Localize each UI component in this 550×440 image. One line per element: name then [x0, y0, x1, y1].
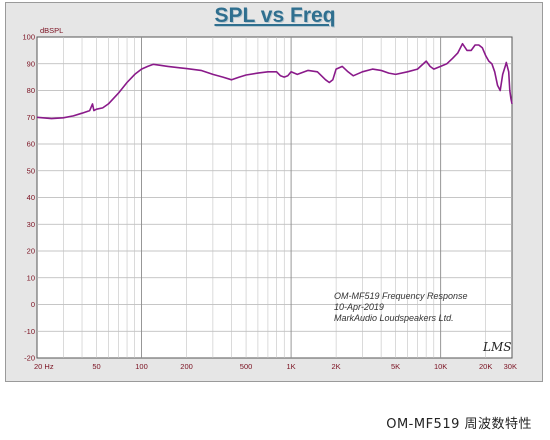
- x-tick-label: 1K: [286, 362, 295, 371]
- x-tick-label: 20K: [479, 362, 492, 371]
- y-axis-label: dBSPL: [40, 26, 63, 35]
- series-group: [36, 42, 513, 120]
- y-tick-label: 40: [27, 193, 35, 202]
- x-tick-label: 30K: [504, 362, 517, 371]
- x-tick-label: 200: [180, 362, 193, 371]
- signature-mark: LMS: [482, 340, 511, 354]
- caption: OM-MF519 周波数特性: [386, 417, 532, 432]
- y-tick-label: -20: [24, 354, 35, 363]
- y-tick-label: 80: [27, 86, 35, 95]
- y-tick-label: 20: [27, 247, 35, 256]
- x-tick-label: 50: [92, 362, 100, 371]
- y-tick-label: 100: [22, 33, 35, 42]
- y-tick-label: 90: [27, 59, 35, 68]
- x-tick-label: 500: [240, 362, 253, 371]
- y-tick-label: 70: [27, 113, 35, 122]
- series-line: [36, 42, 513, 120]
- x-tick-label: 5K: [391, 362, 400, 371]
- annotation-line-2: 10-Apr-2019: [334, 302, 384, 312]
- chart-title: SPL vs Freq: [214, 4, 336, 27]
- y-tick-label: 30: [27, 220, 35, 229]
- y-tick-label: 0: [31, 300, 35, 309]
- grid: [36, 36, 513, 359]
- y-tick-label: 10: [27, 273, 35, 282]
- y-tick-label: 60: [27, 140, 35, 149]
- x-tick-labels: 20 Hz 50 100 200 500 1K 2K 5K 10K 20K 30K: [34, 362, 517, 371]
- y-tick-label: 50: [27, 166, 35, 175]
- x-tick-label: 10K: [434, 362, 447, 371]
- x-tick-label: 2K: [332, 362, 341, 371]
- x-tick-label: 100: [135, 362, 148, 371]
- annotation-line-1: OM-MF519 Frequency Response: [334, 291, 468, 301]
- x-tick-label: 20 Hz: [34, 362, 54, 371]
- annotation-line-3: MarkAudio Loudspeakers Ltd.: [334, 313, 454, 323]
- y-tick-label: -10: [24, 327, 35, 336]
